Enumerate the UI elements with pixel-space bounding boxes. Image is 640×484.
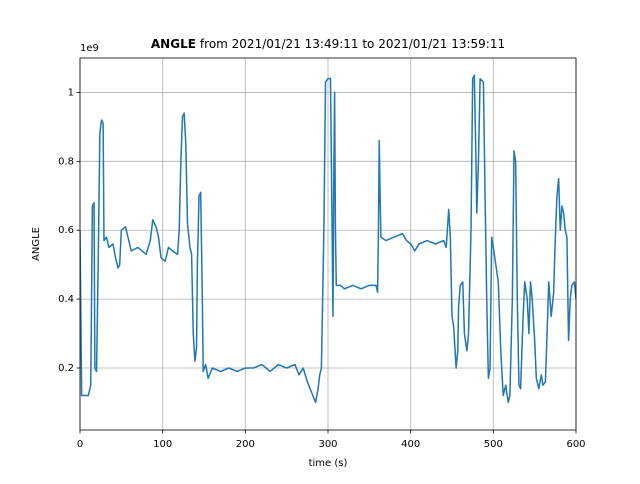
x-axis-label: time (s): [309, 458, 348, 469]
x-tick-label: 500: [484, 439, 503, 450]
offset-label: 1e9: [80, 43, 99, 54]
y-tick-label: 0.8: [58, 156, 74, 167]
x-tick-label: 300: [318, 439, 337, 450]
x-tick-label: 200: [236, 439, 255, 450]
title-rest: from 2021/01/21 13:49:11 to 2021/01/21 1…: [200, 37, 505, 51]
x-tick-label: 400: [401, 439, 420, 450]
x-tick-label: 100: [153, 439, 172, 450]
plot-frame: [79, 57, 577, 431]
x-tick-label: 600: [566, 439, 585, 450]
y-tick-label: 1: [68, 87, 74, 98]
title-bold: ANGLE: [151, 37, 196, 51]
x-tick-label: 0: [77, 439, 83, 450]
y-tick-label: 0.4: [58, 294, 74, 305]
y-tick-label: 0.2: [58, 363, 74, 374]
data-line: [80, 74, 576, 404]
chart-title: ANGLE from 2021/01/21 13:49:11 to 2021/01…: [151, 37, 505, 51]
y-axis-label: ANGLE: [31, 227, 42, 261]
y-tick-label: 0.6: [58, 225, 74, 236]
